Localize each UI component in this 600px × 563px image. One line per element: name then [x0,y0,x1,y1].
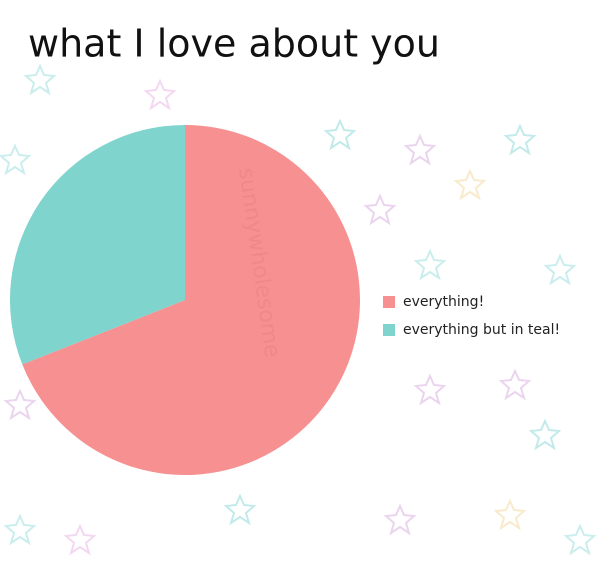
legend-label: everything! [403,294,484,310]
legend-label: everything but in teal! [403,322,560,338]
pie-slice [22,125,361,475]
pie [10,125,361,475]
chart-title: what I love about you [28,22,440,66]
pie-slice [10,125,185,365]
legend-swatch [383,296,395,308]
legend: everything! everything but in teal! [383,294,560,338]
legend-swatch [383,324,395,336]
